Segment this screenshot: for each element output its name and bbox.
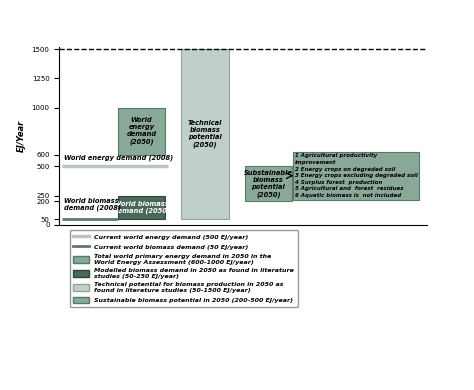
Text: World energy demand (2008): World energy demand (2008) bbox=[64, 154, 173, 161]
Text: Technical
biomass
potential
(2050): Technical biomass potential (2050) bbox=[188, 120, 222, 148]
Bar bbox=[118, 196, 165, 219]
Legend: Current world energy demand (500 EJ/year), Current world biomass demand (50 EJ/y: Current world energy demand (500 EJ/year… bbox=[70, 230, 298, 307]
Bar bbox=[181, 49, 228, 219]
Text: Substainable
biomass
potential
(2050): Substainable biomass potential (2050) bbox=[244, 170, 293, 198]
Text: 1 Agricultural productivity
improvement
2 Energy crops on degraded soil
3 Energy: 1 Agricultural productivity improvement … bbox=[295, 153, 418, 198]
Text: World biomass
demand (2050): World biomass demand (2050) bbox=[113, 200, 170, 214]
Bar bbox=[118, 108, 165, 154]
Y-axis label: EJ/Year: EJ/Year bbox=[17, 120, 26, 152]
Text: World
energy
demand
(2050): World energy demand (2050) bbox=[127, 117, 156, 145]
Bar bbox=[245, 166, 292, 202]
Text: World biomass
demand (2008): World biomass demand (2008) bbox=[64, 198, 121, 211]
